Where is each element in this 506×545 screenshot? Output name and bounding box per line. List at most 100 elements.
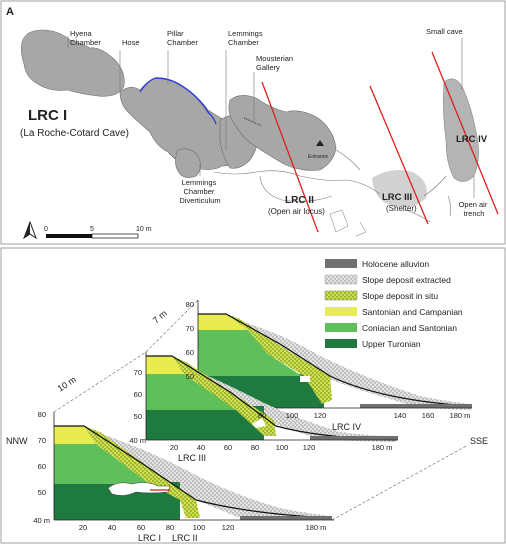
lrc3-sublabel: (Shelter) [386, 204, 417, 213]
lrc4-x-tick: 180 m [450, 411, 471, 420]
section-name-lrc1: LRC I [138, 533, 161, 543]
north-arrow-icon [22, 220, 38, 240]
lrc3-santonian [146, 356, 184, 374]
cave-plan: Entrance [21, 29, 479, 237]
lrc3-y-ticks: 70 60 50 40 m [129, 368, 146, 445]
lrc3-y-tick: 40 m [129, 436, 146, 445]
entrance-label: Entrance [308, 154, 328, 160]
section-lines [261, 51, 499, 233]
lrc1-coniacian [54, 444, 150, 484]
hose-label: Hose [122, 38, 140, 47]
lrc4-slope-in-situ [226, 314, 332, 404]
lrc1-y-tick: 40 m [33, 516, 50, 525]
lrc3-slope-extracted [170, 360, 396, 442]
legend-swatch-slope-extracted [324, 274, 358, 285]
lrc4-y-tick: 70 [186, 324, 194, 333]
lrc3-x-tick: 80 [251, 443, 259, 452]
section-name-lrc4: LRC IV [332, 422, 361, 432]
section-lrc3 [145, 352, 398, 442]
lrc1-sublabel: (La Roche-Cotard Cave) [20, 128, 129, 139]
section-line-lrc1-lrc2 [261, 81, 319, 233]
lrc3-y-tick: 60 [134, 390, 142, 399]
lrc1-y-tick: 60 [38, 462, 46, 471]
lrc4-x-tick: 160 [422, 411, 435, 420]
direction-nnw: NNW [6, 436, 28, 446]
panel-a: A Entrance [0, 0, 506, 245]
lrc1-y-ticks: 80 70 60 50 40 m [33, 410, 50, 525]
lrc1-x-tick: 80 [166, 523, 174, 532]
lrc1-x-tick: 100 [193, 523, 206, 532]
legend-label-santonian-campanian: Santonian and Campanian [362, 307, 463, 317]
lrc4-x-tick: 100 [286, 411, 299, 420]
lrc4-y-tick: 50 [186, 372, 194, 381]
section-name-lrc3: LRC III [178, 453, 206, 463]
legend-swatch-coniacian-santonian [325, 323, 357, 332]
lrc1-slope-extracted [84, 428, 332, 520]
legend-label-coniacian-santonian: Coniacian and Santonian [362, 323, 457, 333]
lrc1-y-tick: 80 [38, 410, 46, 419]
chamber-labels: Hyena Chamber Hose Pillar Chamber Lemmin… [20, 27, 490, 218]
diverticulum-label: Lemmings Chamber Diverticulum [179, 178, 220, 205]
perspective-lines [53, 299, 469, 521]
lrc4-x-ticks: 80 100 120 140 160 180 m [258, 411, 471, 420]
lrc2-sublabel: (Open air locus) [268, 207, 325, 216]
lrc4-coniacian [198, 330, 302, 376]
lrc3-x-tick: 60 [224, 443, 232, 452]
lrc1-y-tick: 70 [38, 436, 46, 445]
lrc1-x-tick: 60 [137, 523, 145, 532]
lrc4-slope-extracted [230, 318, 472, 410]
lrc1-x-tick: 40 [108, 523, 116, 532]
legend-swatch-santonian-campanian [325, 307, 357, 316]
scale-label-0: 0 [44, 226, 48, 233]
spacing-label-7m: 7 m [151, 308, 169, 325]
panel-a-letter: A [6, 6, 14, 18]
lrc1-pillar-blue-wall [139, 77, 217, 125]
legend-swatch-upper-turonian [325, 339, 357, 348]
section-lrc1-lrc2 [53, 412, 334, 521]
lrc3-x-ticks: 20 40 60 80 100 120 180 m [170, 443, 393, 452]
lrc4-y-ticks: 80 70 60 50 [186, 300, 194, 381]
legend: Holocene alluvion Slope deposit extracte… [324, 259, 463, 349]
legend-label-holocene: Holocene alluvion [362, 259, 429, 269]
small-chambers-lines [329, 209, 367, 237]
lrc1-santonian [54, 426, 96, 444]
lrc1-x-tick: 20 [79, 523, 87, 532]
lrc3-y-tick: 70 [134, 368, 142, 377]
spacing-label-10m: 10 m [56, 374, 78, 393]
lrc3-cavity [252, 418, 266, 428]
leader-lines [67, 36, 475, 198]
legend-label-slope-in-situ: Slope deposit in situ [362, 291, 438, 301]
pillar-chamber-label: Pillar Chamber [167, 29, 198, 47]
direction-sse: SSE [470, 436, 488, 446]
lrc3-x-tick: 100 [276, 443, 289, 452]
scale-label-10: 10 m [136, 226, 152, 233]
lrc3-coniacian [146, 374, 236, 410]
lrc3-x-tick: 180 m [372, 443, 393, 452]
section-name-lrc2: LRC II [172, 533, 198, 543]
legend-swatch-slope-in-situ [324, 290, 358, 301]
lrc4-ground-profile [198, 313, 471, 407]
lrc4-label: LRC IV [456, 134, 488, 145]
lrc1-diverticulum-shape [175, 148, 201, 178]
lrc4-cavity [300, 376, 310, 382]
cave-outline-lines [213, 149, 451, 223]
small-cave-label: Small cave [426, 27, 463, 36]
entrance-marker [316, 140, 324, 146]
lrc1-x-ticks: 20 40 60 80 100 120 180 m [79, 523, 327, 532]
open-air-trench-label: Open air trench [459, 200, 490, 218]
section-line-lrc4 [431, 51, 499, 215]
lrc1-label: LRC I [28, 107, 67, 124]
panel-a-frame [0, 0, 506, 245]
legend-label-slope-extracted: Slope deposit extracted [362, 275, 451, 285]
lrc1-y-tick: 50 [38, 488, 46, 497]
lrc3-x-tick: 40 [197, 443, 205, 452]
legend-label-upper-turonian: Upper Turonian [362, 339, 421, 349]
panel-b: Holocene alluvion Slope deposit extracte… [0, 247, 506, 544]
lrc2-label: LRC II [285, 195, 314, 206]
hyena-chamber-label: Hyena Chamber [70, 29, 101, 47]
lrc1-cave-cavity [107, 482, 171, 496]
lrc3-label: LRC III [382, 192, 412, 203]
scale-bar: 0 5 10 m [44, 226, 152, 239]
sediment-dots [243, 117, 263, 127]
